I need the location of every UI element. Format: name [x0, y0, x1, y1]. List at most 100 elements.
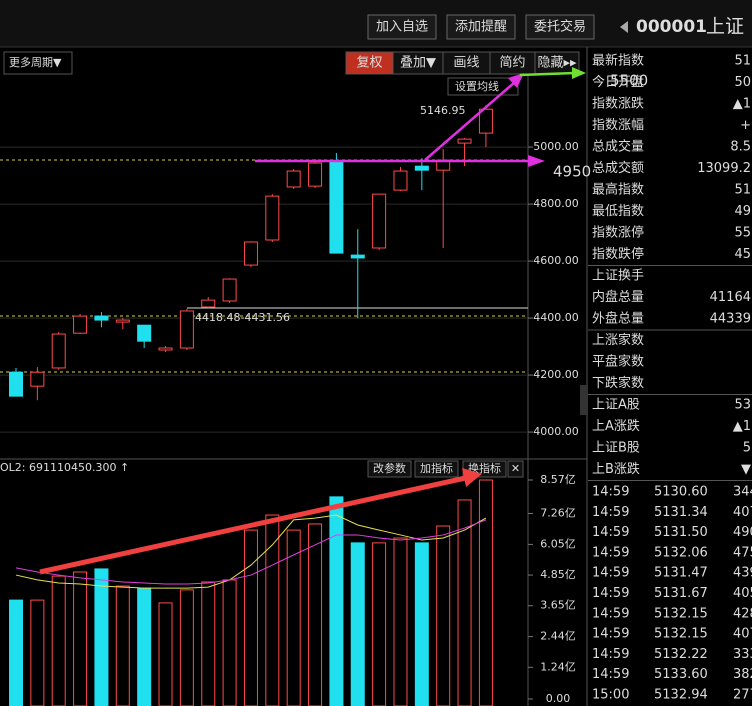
quote-value: 55	[734, 226, 751, 241]
candle-body	[115, 319, 130, 323]
quote-label: 指数涨停	[592, 225, 644, 241]
indicator-button[interactable]	[507, 460, 524, 478]
volume-bar	[94, 568, 109, 706]
trade-time: 14:59	[592, 606, 629, 621]
trade-price: 5130.60	[654, 485, 708, 500]
chart-button-label[interactable]: 叠加▼	[400, 56, 436, 71]
volume-bar	[308, 523, 323, 706]
period-button[interactable]	[3, 51, 73, 75]
quote-value: 13099.2	[697, 161, 751, 176]
volume-bar	[265, 514, 280, 706]
volume-bar	[222, 579, 237, 706]
chart-button-label[interactable]: 简约	[499, 55, 525, 71]
candle-body	[372, 193, 387, 249]
toolbar-button[interactable]	[446, 14, 516, 40]
quote-label: 指数涨跌	[592, 96, 644, 112]
volume-bar	[30, 599, 45, 706]
candle-body	[94, 315, 109, 321]
indicator-button[interactable]	[367, 460, 412, 478]
indicator-button[interactable]	[414, 460, 459, 478]
chart-button-label[interactable]: 复权	[356, 55, 382, 71]
trade-volume: 405	[733, 586, 752, 601]
candle-body	[414, 165, 429, 171]
trade-time: 14:59	[592, 627, 629, 642]
toolbar-button[interactable]	[367, 14, 437, 40]
trade-time: 14:59	[592, 586, 629, 601]
quote-label: 内盘总量	[592, 289, 644, 305]
quote-label: 外盘总量	[592, 311, 644, 327]
quote-value: 51	[734, 183, 751, 198]
volume-bar	[393, 537, 408, 706]
volume-bar	[414, 542, 429, 706]
volume-bar	[436, 525, 451, 706]
volume-bar	[73, 571, 88, 706]
arrowhead	[462, 468, 482, 487]
arrowhead	[572, 67, 586, 79]
volume-bar	[179, 589, 194, 706]
candle-body	[51, 333, 66, 369]
chart-button-label[interactable]: 隐藏▸▸	[537, 56, 577, 71]
annotations: 5146.95 4418.48-4431.56 4950 5500	[39, 67, 648, 575]
trade-price: 5132.15	[654, 606, 708, 621]
volume-bar	[372, 542, 387, 706]
quote-value: 44339	[710, 312, 751, 327]
splitter[interactable]	[580, 385, 588, 415]
period-label[interactable]: 更多周期▼	[9, 55, 62, 69]
stock-code: 000001	[636, 17, 707, 37]
trade-price: 5132.15	[654, 627, 708, 642]
candle-body	[9, 371, 23, 397]
indicator-button-label[interactable]: 换指标	[468, 461, 501, 475]
ma-setting[interactable]: 设置均线	[455, 79, 499, 93]
toolbar-button[interactable]	[525, 14, 595, 40]
quote-label: 最高指数	[592, 182, 644, 198]
trade-time: 14:59	[592, 566, 629, 581]
trade-volume: 475	[733, 545, 752, 560]
trade-price: 5132.94	[654, 688, 708, 703]
quote-value: 51	[734, 54, 751, 69]
toolbar-label[interactable]: 加入自选	[376, 20, 428, 35]
stock-name: 上证	[706, 16, 744, 38]
quote-label: 平盘家数	[592, 354, 644, 370]
indicator-button-label[interactable]: 加指标	[420, 461, 453, 475]
quote-value: 45	[734, 247, 751, 262]
volume-bar	[51, 575, 66, 706]
range-label: 4418.48-4431.56	[195, 311, 290, 324]
volume-bar	[457, 499, 472, 706]
high-label: 5146.95	[420, 104, 466, 117]
target-label: 4950	[553, 163, 591, 181]
toolbar-label[interactable]: 添加提醒	[455, 19, 507, 35]
indicator-button-label[interactable]: ✕	[511, 462, 520, 475]
trade-price: 5131.34	[654, 505, 708, 520]
candle-body	[243, 241, 258, 266]
candle-body	[286, 170, 301, 188]
y-tick-label: 2.44亿	[540, 630, 576, 643]
y-tick-label: 4800.00	[533, 197, 579, 210]
quote-value: +	[740, 118, 751, 133]
quote-value: 5	[743, 441, 751, 456]
quote-value: ▲1	[733, 97, 751, 112]
toolbar-label[interactable]: 委托交易	[534, 19, 586, 35]
trade-volume: 344	[733, 485, 752, 500]
indicator-button-label[interactable]: 改参数	[373, 461, 406, 475]
volume-bar	[350, 542, 365, 706]
candle-body	[201, 299, 216, 308]
chart-button-label[interactable]: 画线	[453, 56, 479, 71]
ma-setting-button[interactable]	[447, 77, 519, 96]
candle-body	[265, 195, 280, 241]
quote-label: 最新指数	[592, 53, 644, 69]
target-label: 5500	[610, 72, 648, 90]
chart-buttons: 复权 叠加▼ 画线 简约 隐藏▸▸	[345, 51, 580, 75]
y-tick-label: 1.24亿	[540, 660, 576, 673]
arrowhead	[508, 73, 524, 88]
quote-label: 上A涨跌	[592, 418, 640, 434]
volume-bar	[243, 529, 258, 706]
trade-volume: 439	[733, 566, 752, 581]
trade-volume: 382	[733, 667, 752, 682]
prev-icon[interactable]	[620, 21, 628, 33]
y-tick-label: 4000.00	[533, 425, 579, 438]
quote-label: 总成交量	[592, 139, 644, 155]
candle-body	[350, 254, 365, 259]
quote-value: 8.5	[730, 140, 751, 155]
quote-label: 指数涨幅	[592, 118, 644, 133]
